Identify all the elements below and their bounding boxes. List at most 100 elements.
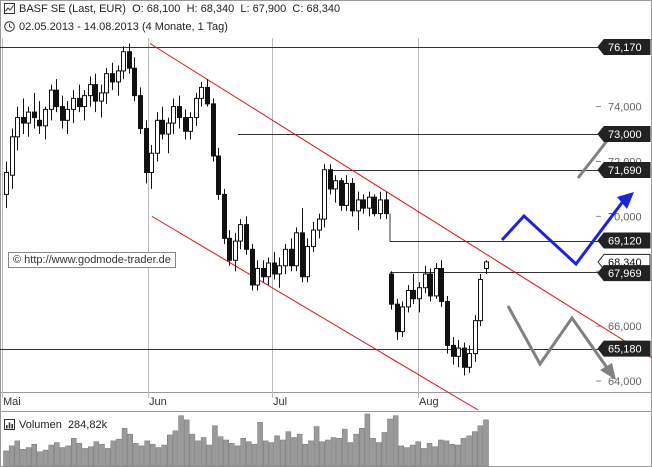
volume-bar (421, 448, 427, 467)
volume-bar (330, 437, 337, 467)
candle-body (49, 89, 54, 110)
copyright-notice: © http://www.godmode-trader.de (8, 252, 176, 268)
volume-bar (121, 428, 128, 467)
volume-title: Volumen (19, 419, 62, 431)
volume-bar (223, 439, 229, 467)
candle-body (283, 248, 288, 267)
candle-body (384, 199, 389, 215)
candle-body (54, 89, 59, 108)
volume-bar (426, 443, 433, 467)
volume-bar (150, 443, 156, 467)
volume-bar (104, 448, 111, 467)
price-level-box (597, 232, 651, 249)
volume-bar (178, 415, 184, 467)
candle-body (160, 119, 165, 135)
candle-body (60, 106, 65, 121)
price-level-label: 76,170 (608, 42, 642, 54)
volume-bar (155, 447, 162, 467)
volume-bar (229, 443, 235, 467)
volume-bar (246, 441, 252, 467)
volume-bar (313, 426, 320, 467)
volume-bar (404, 447, 410, 467)
candle-body (183, 117, 188, 132)
candle-body (15, 117, 20, 138)
candle-body (467, 353, 472, 368)
channel-upper-line (149, 43, 652, 359)
candle-body (149, 152, 154, 173)
candle-body (261, 268, 266, 278)
candle-body (21, 117, 26, 124)
volume-bar (217, 436, 224, 467)
price-level-label: 65,180 (608, 344, 642, 356)
bullish-arrowhead (617, 192, 634, 209)
y-tick-label: 64,000 (608, 376, 642, 388)
volume-bar (110, 440, 117, 467)
candle-body (144, 128, 149, 173)
volume-bar (438, 439, 444, 467)
candle-body (289, 248, 294, 267)
volume-bar (127, 433, 133, 467)
candle-body (478, 278, 483, 322)
volume-bar (161, 444, 167, 467)
price-level-box (597, 126, 651, 143)
chart-icon (4, 3, 15, 14)
candle-body (456, 347, 461, 357)
price-level-box (597, 39, 651, 56)
candle-body (311, 229, 316, 248)
volume-bar (76, 443, 83, 467)
price-level-box (597, 161, 651, 178)
candle-body (277, 265, 282, 275)
candle-body (333, 180, 338, 190)
volume-bar (370, 438, 376, 467)
x-tick-label: Jul (273, 396, 287, 408)
bearish-arrowhead (600, 363, 616, 380)
symbol-label: BASF SE (Last, EUR) (19, 3, 126, 15)
bullish-scenario-line (500, 199, 626, 267)
volume-bar (353, 433, 359, 467)
candle-body (272, 262, 277, 275)
candle-body (417, 287, 422, 300)
channel-lower-line (151, 215, 479, 411)
y-tick-label: 74,000 (608, 102, 642, 114)
volume-bar (20, 448, 26, 467)
candle-body (322, 169, 327, 220)
price-level-label: 69,120 (608, 236, 642, 248)
volume-bar (25, 447, 32, 467)
candle-body (445, 300, 450, 346)
candle-body (37, 119, 42, 127)
volume-bar (443, 440, 450, 467)
candle-body (406, 289, 411, 308)
volume-bar (87, 446, 94, 467)
candle-body (82, 95, 87, 108)
candle-body (255, 268, 260, 286)
candle-body (71, 97, 76, 110)
volume-bar (319, 441, 325, 467)
x-tick-label: Mai (3, 396, 21, 408)
volume-bar (82, 448, 88, 467)
price-level-box (597, 265, 651, 282)
volume-bar (31, 443, 37, 467)
candle-body (428, 273, 433, 297)
volume-bar (387, 418, 393, 467)
low-value: L: 67,900 (240, 3, 287, 15)
candle-body (244, 224, 249, 250)
candle-body (77, 97, 82, 108)
candle-body (132, 67, 137, 97)
volume-bar (347, 442, 354, 467)
candle-body (116, 70, 121, 83)
candle-body (194, 97, 199, 119)
candle-body (43, 108, 48, 127)
candle-body (32, 111, 37, 119)
candle-body (367, 196, 372, 209)
volume-bar (234, 445, 241, 467)
volume-bar (133, 443, 139, 467)
candle-body (222, 193, 227, 239)
volume-bar (285, 431, 292, 467)
candle-body (138, 95, 143, 130)
volume-bar (432, 446, 438, 467)
candle-body (155, 119, 160, 154)
candle-body (395, 303, 400, 333)
period-label: 02.05.2013 - 14.08.2013 (4 Monate, 1 Tag… (19, 21, 228, 33)
volume-bar (455, 444, 461, 467)
candle-body (99, 92, 104, 102)
